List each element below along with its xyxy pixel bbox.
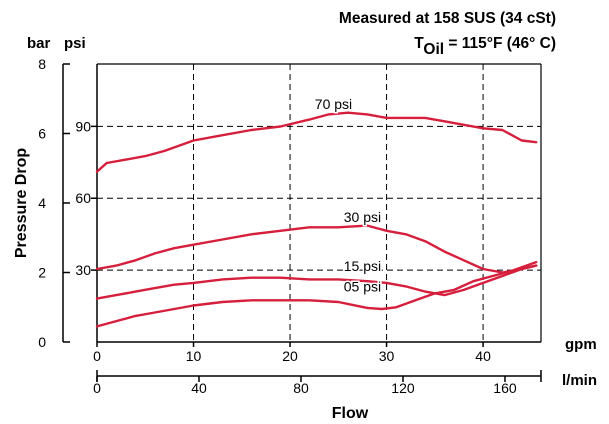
curve-label-30-psi: 30 psi: [344, 209, 381, 225]
x-axis-title: Flow: [332, 405, 369, 422]
temp-symbol: T: [414, 35, 424, 52]
y-tick-label-psi-30: 30: [75, 262, 91, 278]
x-tick-label-gpm-10: 10: [186, 348, 202, 364]
series-line-70-psi: [95, 111, 538, 173]
x-tick-label-lmin-80: 80: [293, 380, 309, 396]
y-tick-label-psi-90: 90: [75, 118, 91, 134]
y-tick-label-bar-0: 0: [38, 334, 46, 350]
x-tick-label-gpm-40: 40: [475, 348, 491, 364]
x-unit-lmin: l/min: [562, 372, 597, 389]
series-line-05-psi: [95, 260, 538, 328]
y-tick-label-psi-60: 60: [75, 190, 91, 206]
temp-subscript: Oil: [423, 41, 445, 58]
temp-value: = 115°F (46° C): [444, 35, 556, 52]
chart-subtitle-viscosity: Measured at 158 SUS (34 cSt): [338, 10, 556, 27]
y-tick-label-bar-4: 4: [38, 195, 46, 211]
curve-label-05-psi: 05 psi: [344, 279, 381, 295]
x-tick-label-lmin-120: 120: [391, 380, 415, 396]
x-tick-label-gpm-20: 20: [282, 348, 298, 364]
x-tick-label-lmin-160: 160: [493, 380, 517, 396]
series-line-30-psi: [95, 224, 538, 274]
series-line-15-psi: [95, 264, 538, 300]
y-unit-psi: psi: [64, 35, 86, 52]
x-tick-label-lmin-0: 0: [93, 380, 101, 396]
x-unit-gpm: gpm: [565, 336, 597, 353]
x-tick-label-lmin-40: 40: [191, 380, 207, 396]
y-tick-label-bar-8: 8: [38, 56, 46, 72]
x-tick-label-gpm-30: 30: [379, 348, 395, 364]
x-tick-label-gpm-0: 0: [93, 348, 101, 364]
y-tick-label-bar-6: 6: [38, 126, 46, 142]
curve-label-15-psi: 15 psi: [344, 258, 381, 274]
y-tick-label-bar-2: 2: [38, 265, 46, 281]
y-unit-bar: bar: [27, 35, 51, 52]
curve-label-70-psi: 70 psi: [315, 96, 352, 112]
y-axis-title: Pressure Drop: [13, 148, 30, 258]
chart-subtitle-temperature: TOil = 115°F (46° C): [414, 35, 556, 58]
